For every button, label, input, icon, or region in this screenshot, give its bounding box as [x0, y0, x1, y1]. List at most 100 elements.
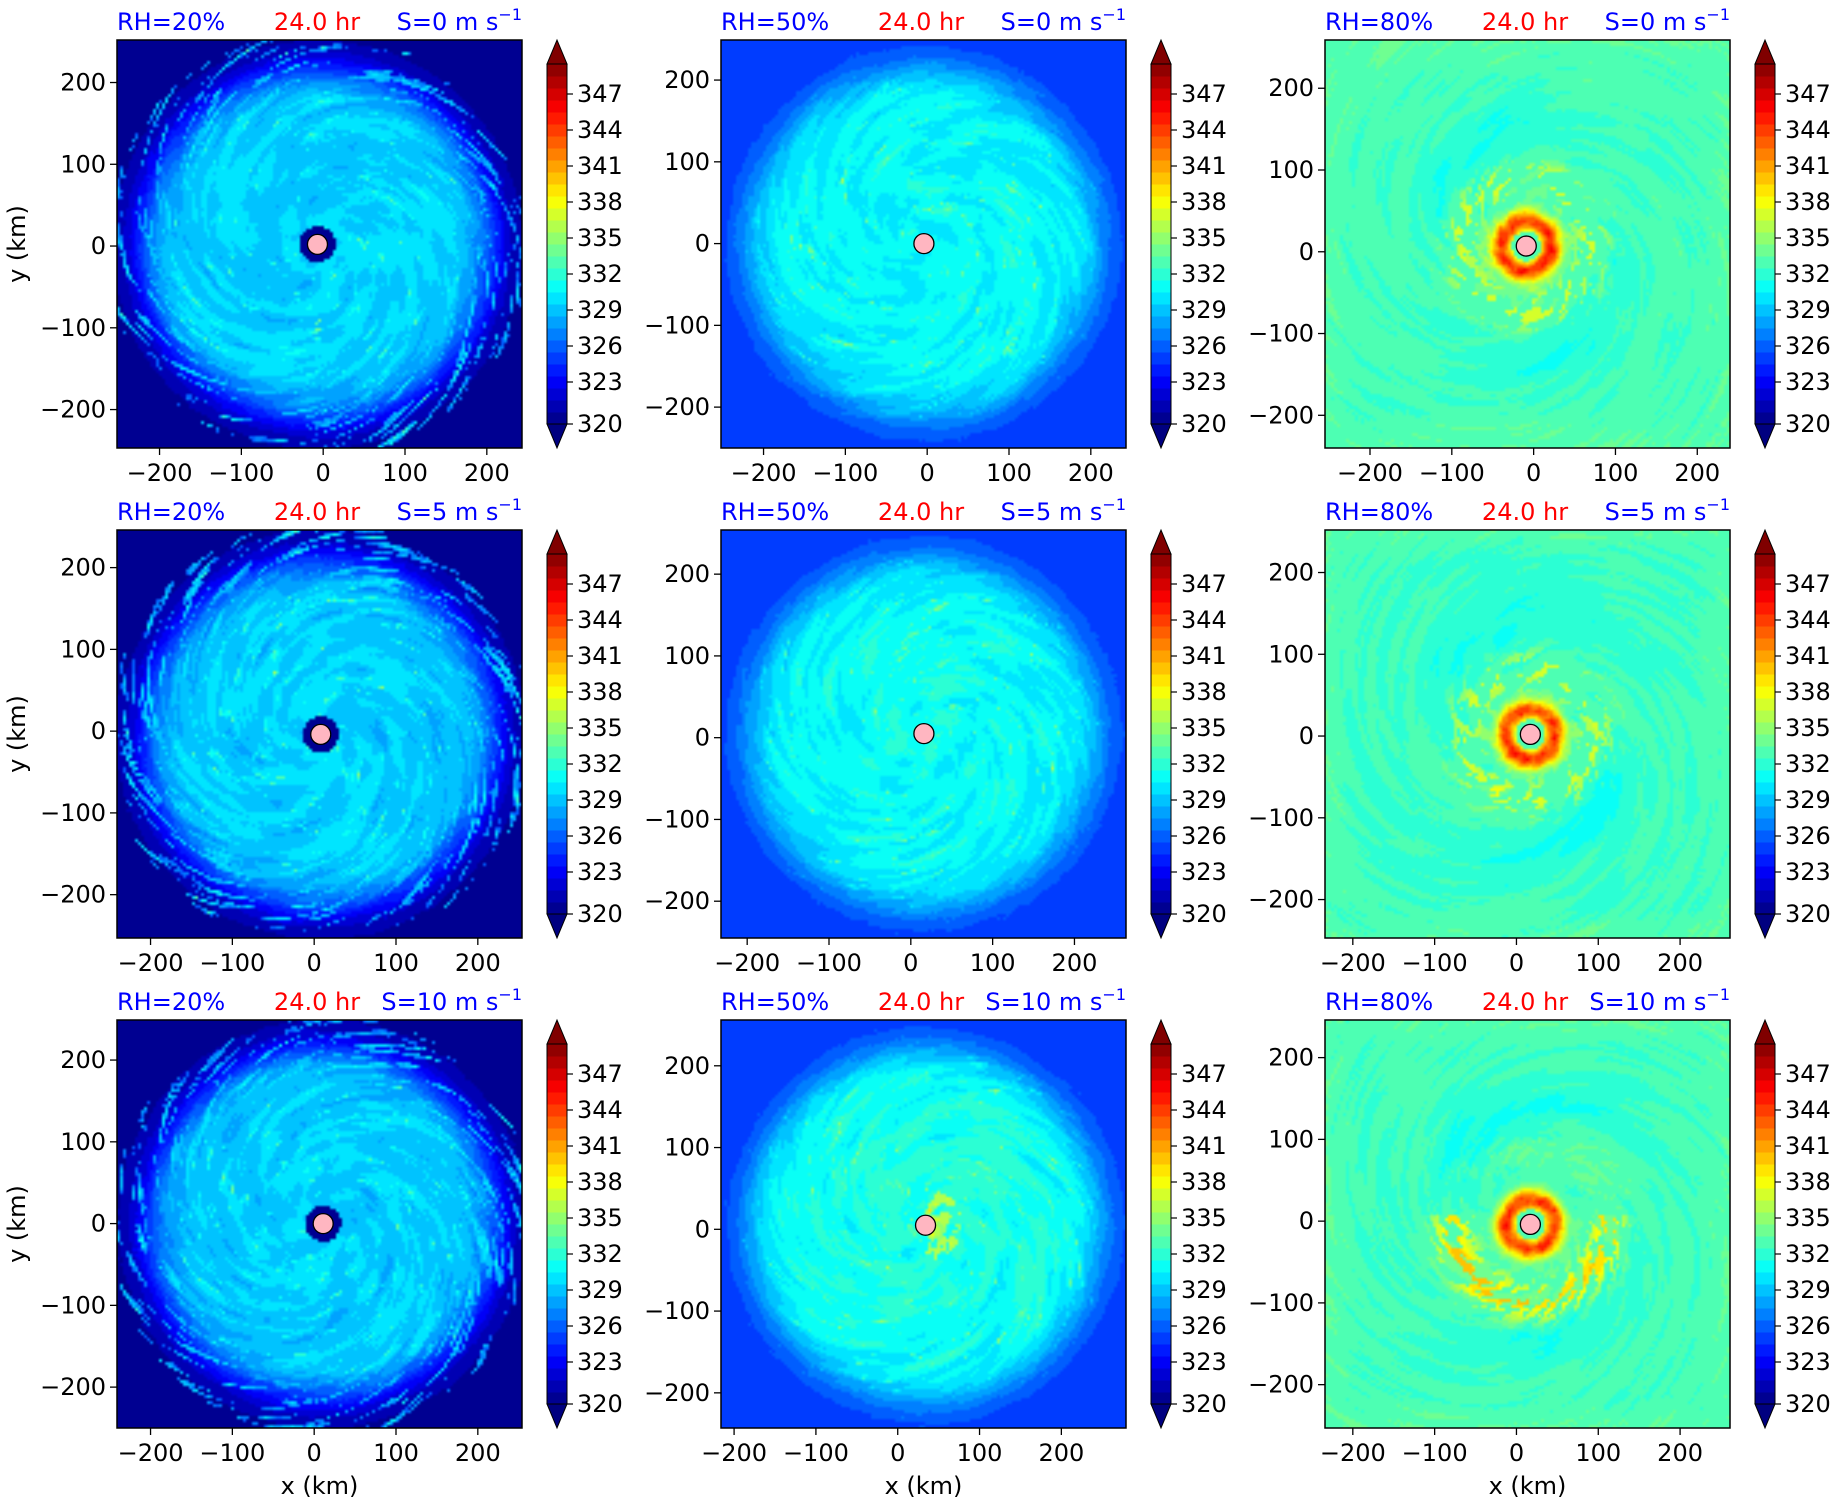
colorbar-frame: [1754, 553, 1776, 915]
shear-label: S=10 m s−1: [381, 985, 522, 1016]
shear-label: S=10 m s−1: [1589, 985, 1730, 1016]
colorbar-tick-label: 338: [1181, 678, 1227, 706]
colorbar-tick-label: 323: [1181, 368, 1227, 396]
y-tick-label: −100: [644, 805, 710, 833]
colorbar-level: [1151, 566, 1171, 579]
colorbar-tick-label: 344: [1785, 606, 1831, 634]
colorbar-level: [547, 232, 567, 245]
colorbar-level: [1151, 1236, 1171, 1249]
colorbar-level: [1755, 578, 1775, 591]
colorbar-level: [547, 1176, 567, 1189]
colorbar-level: [547, 1380, 567, 1393]
y-tick-label: 200: [1268, 74, 1314, 102]
colorbar-tick-label: 341: [1181, 642, 1227, 670]
colorbar-extend-max: [546, 528, 568, 555]
colorbar-level: [547, 1068, 567, 1081]
colorbar-tick-label: 323: [1181, 1348, 1227, 1376]
colorbar-level: [1755, 388, 1775, 401]
panel-rh80-s10: −200 −100 0 100 200 −200 −100 0 100 200 RH=80% 24.0…: [1248, 985, 1831, 1499]
x-tick-label: 100: [1593, 459, 1639, 487]
storm-center-marker: [306, 233, 329, 256]
x-tick-label: 0: [1509, 949, 1524, 977]
colorbar-tick-label: 323: [577, 1348, 623, 1376]
colorbar-level: [547, 1152, 567, 1165]
colorbar-level: [1755, 1344, 1775, 1357]
colorbar-level: [547, 76, 567, 89]
colorbar-level: [1755, 866, 1775, 879]
colorbar-level: [1151, 160, 1171, 173]
colorbar-level: [1151, 722, 1171, 735]
y-tick-label: 0: [91, 717, 106, 745]
y-tick-label: −200: [40, 1373, 106, 1401]
x-tick-label: −200: [1320, 949, 1386, 977]
colorbar-tick-label: 344: [1785, 116, 1831, 144]
colorbar-level: [547, 602, 567, 615]
colorbar-level: [547, 88, 567, 101]
y-tick-label: 100: [664, 1134, 710, 1162]
colorbar-tick-label: 338: [1785, 188, 1831, 216]
colorbar-tick-label: 329: [1785, 786, 1831, 814]
colorbar-level: [1151, 554, 1171, 567]
colorbar-level: [1755, 818, 1775, 831]
colorbar-level: [1151, 1188, 1171, 1201]
colorbar-tick-label: 347: [1181, 570, 1227, 598]
axes-frame: [720, 1019, 1127, 1429]
colorbar-level: [1755, 1236, 1775, 1249]
colorbar-level: [1151, 148, 1171, 161]
panel-rh50-s0: −200 −100 0 100 200 −200 −100 0 100 200 RH=50% 24.0…: [644, 5, 1227, 487]
y-tick-label: 100: [664, 642, 710, 670]
x-tick-label: 0: [890, 1439, 905, 1467]
colorbar-level: [1151, 196, 1171, 209]
colorbar-tick-label: 335: [1785, 714, 1831, 742]
colorbar-extend-min: [1754, 1403, 1776, 1430]
shear-label: S=5 m s−1: [1001, 495, 1126, 526]
colorbar-level: [1151, 232, 1171, 245]
colorbar-level: [547, 244, 567, 257]
panel-rh20-s0: −200 −100 0 100 200 −200 −100 0 100 200 RH=20% 24.0…: [3, 5, 623, 487]
colorbar-tick-label: 344: [577, 606, 623, 634]
colorbar-tick-label: 323: [1785, 368, 1831, 396]
colorbar-level: [1151, 220, 1171, 233]
colorbar-tick-label: 335: [577, 714, 623, 742]
colorbar-level: [1755, 1164, 1775, 1177]
y-tick-label: 0: [91, 232, 106, 260]
colorbar-tick-label: 332: [1181, 1240, 1227, 1268]
y-tick-label: −200: [644, 393, 710, 421]
colorbar-tick-label: 335: [1785, 224, 1831, 252]
colorbar-level: [1755, 172, 1775, 185]
time-label: 24.0 hr: [1482, 498, 1568, 526]
colorbar-extend-max: [1150, 528, 1172, 555]
colorbar-level: [547, 806, 567, 819]
colorbar-level: [1755, 782, 1775, 795]
colorbar-tick-label: 332: [1785, 750, 1831, 778]
colorbar-level: [1755, 376, 1775, 389]
colorbar-level: [1151, 650, 1171, 663]
colorbar-level: [547, 1140, 567, 1153]
colorbar-extend-min: [546, 913, 568, 940]
colorbar-level: [1755, 1188, 1775, 1201]
colorbar-level: [547, 1392, 567, 1405]
colorbar-tick-label: 332: [1181, 260, 1227, 288]
colorbar-level: [547, 638, 567, 651]
x-tick-label: −200: [127, 459, 193, 487]
y-tick-label: 200: [60, 554, 106, 582]
colorbar-level: [1151, 76, 1171, 89]
shear-label: S=0 m s−1: [397, 5, 522, 36]
colorbar-tick-label: 320: [1785, 410, 1831, 438]
colorbar-level: [1755, 1080, 1775, 1093]
colorbar-level: [1755, 842, 1775, 855]
colorbar-extend-max: [1754, 1018, 1776, 1045]
colorbar-level: [1151, 1152, 1171, 1165]
y-tick-label: −200: [1248, 1371, 1314, 1399]
x-tick-label: 0: [920, 459, 935, 487]
colorbar-level: [1151, 590, 1171, 603]
axes-frame: [1324, 529, 1731, 939]
colorbar-frame: [1150, 1043, 1172, 1405]
colorbar-level: [1755, 160, 1775, 173]
colorbar-tick-label: 347: [577, 80, 623, 108]
colorbar-tick-label: 344: [1785, 1096, 1831, 1124]
y-tick-label: 0: [695, 230, 710, 258]
colorbar-extend-min: [546, 1403, 568, 1430]
colorbar-level: [1755, 554, 1775, 567]
colorbar-level: [547, 1320, 567, 1333]
